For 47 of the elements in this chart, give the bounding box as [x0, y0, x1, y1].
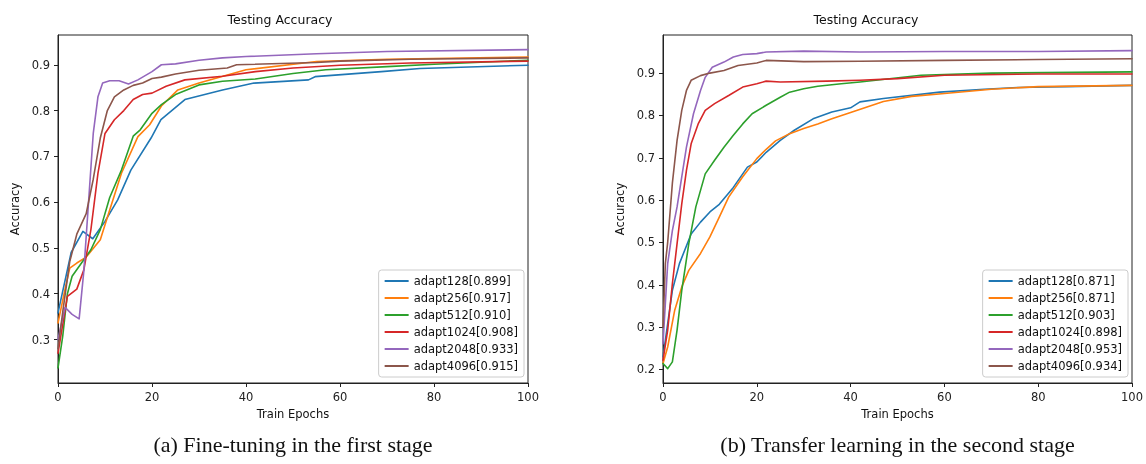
legend-label: adapt2048[0.953]: [1017, 342, 1123, 356]
legend-label: adapt2048[0.933]: [413, 342, 519, 356]
x-tick-label: 100: [517, 390, 539, 404]
x-tick-label: 80: [1030, 390, 1046, 404]
y-tick-label: 0.7: [636, 150, 655, 165]
chart-title: Testing Accuracy: [226, 12, 334, 27]
y-tick-label: 0.5: [31, 240, 50, 255]
y-tick-label: 0.4: [636, 277, 655, 292]
x-tick-label: 40: [238, 390, 254, 404]
y-tick-label: 0.7: [31, 149, 50, 164]
x-tick-label: 40: [843, 390, 858, 404]
y-tick-label: 0.3: [31, 332, 50, 347]
legend-label: adapt128[0.871]: [1017, 274, 1115, 288]
y-tick-label: 0.5: [636, 235, 655, 250]
x-tick-label: 60: [937, 390, 952, 404]
legend-label: adapt256[0.871]: [1017, 291, 1115, 305]
x-tick-label: 20: [144, 390, 160, 404]
legend-label: adapt4096[0.934]: [1017, 359, 1123, 373]
y-tick-label: 0.9: [636, 66, 655, 81]
text: (a) Fine-tuning in the first stage: [152, 432, 434, 458]
legend-label: adapt512[0.910]: [413, 308, 511, 322]
y-axis-title: Accuracy: [7, 182, 22, 236]
x-tick-label: 60: [332, 390, 348, 404]
chart-title: Testing Accuracy: [812, 12, 920, 27]
legend-label: adapt256[0.917]: [413, 291, 511, 305]
x-tick-label: 0: [659, 390, 667, 404]
x-axis-title: Train Epochs: [860, 406, 934, 421]
y-tick-label: 0.8: [636, 108, 655, 123]
y-tick-label: 0.9: [31, 57, 50, 72]
legend-label: adapt1024[0.908]: [413, 325, 519, 339]
x-tick-label: 100: [1121, 390, 1143, 404]
y-tick-label: 0.2: [636, 362, 655, 377]
y-tick-label: 0.3: [636, 320, 655, 335]
legend-label: adapt128[0.899]: [413, 274, 511, 288]
legend-label: adapt4096[0.915]: [413, 359, 519, 373]
y-tick-label: 0.4: [31, 286, 50, 301]
y-tick-label: 0.6: [31, 195, 50, 210]
legend-label: adapt512[0.903]: [1017, 308, 1115, 322]
x-tick-label: 0: [54, 390, 62, 404]
y-tick-label: 0.8: [31, 103, 50, 118]
y-tick-label: 0.6: [636, 193, 655, 208]
y-axis-title: Accuracy: [612, 182, 627, 236]
legend-label: adapt1024[0.898]: [1017, 325, 1123, 339]
text: (b) Transfer learning in the second stage: [719, 432, 1076, 458]
x-axis-title: Train Epochs: [255, 406, 330, 421]
x-tick-label: 80: [426, 390, 442, 404]
x-tick-label: 20: [749, 390, 765, 404]
